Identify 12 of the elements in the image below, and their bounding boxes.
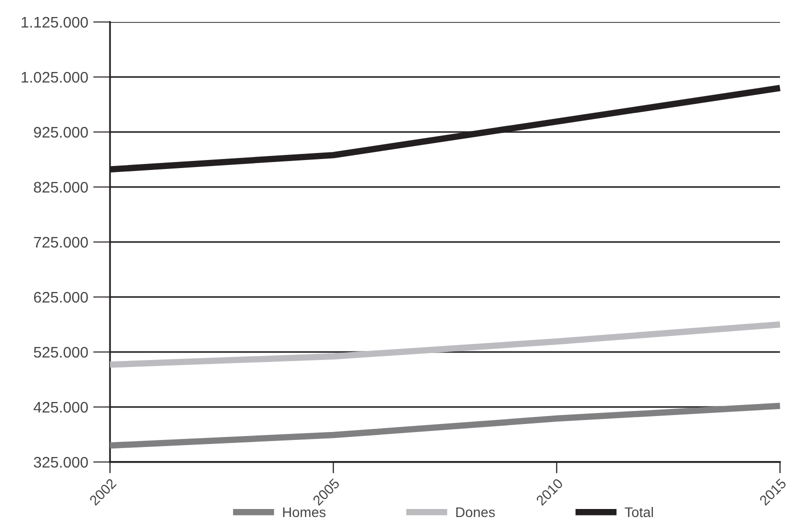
- y-tick-label: 825.000: [34, 182, 88, 193]
- y-tick-label: 425.000: [34, 402, 88, 413]
- y-tick-label: 1.125.000: [22, 16, 88, 28]
- legend-label: Total: [624, 506, 653, 518]
- y-tick-label: 925.000: [34, 126, 88, 138]
- y-tick-label: 525.000: [34, 346, 88, 358]
- y-tick-label: 1.025.000: [22, 72, 88, 83]
- legend-label: Homes: [283, 507, 326, 518]
- y-tick-label: 625.000: [34, 292, 88, 303]
- y-tick-label: 325.000: [34, 456, 88, 468]
- legend-label: Dones: [456, 507, 495, 518]
- y-tick-label: 725.000: [34, 236, 88, 248]
